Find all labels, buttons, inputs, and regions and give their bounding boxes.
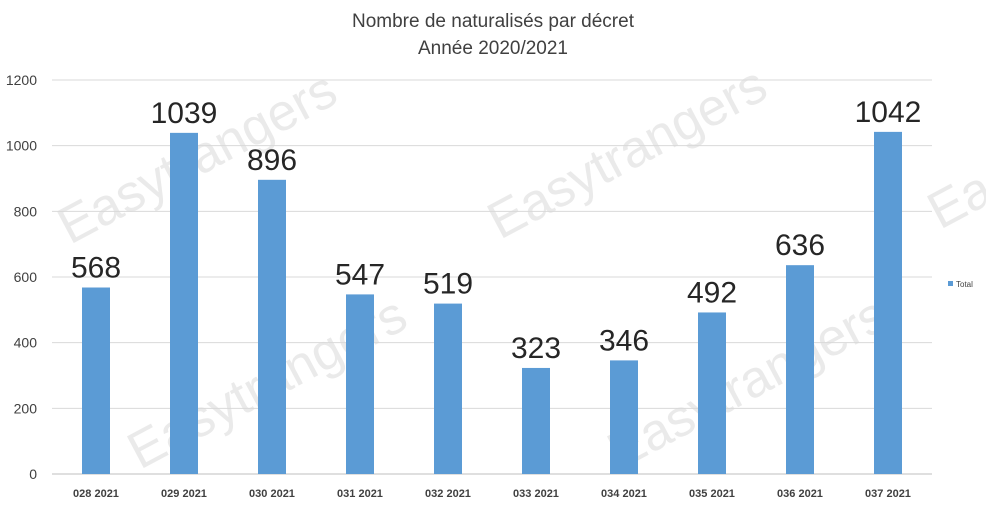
data-label: 568 (71, 252, 121, 285)
legend-swatch (948, 281, 953, 286)
data-label: 519 (423, 268, 473, 301)
watermark-text: Easytrangers (598, 286, 896, 481)
y-axis: 0 200 400 600 800 1000 1200 (6, 72, 37, 482)
bar (522, 367, 550, 474)
x-tick-label: 037 2021 (865, 488, 911, 500)
bar (82, 287, 110, 474)
y-tick-label: 200 (14, 400, 38, 416)
x-tick-label: 032 2021 (425, 488, 471, 500)
y-tick-label: 1000 (6, 138, 37, 154)
data-label: 492 (687, 276, 737, 309)
x-tick-label: 034 2021 (601, 488, 647, 500)
data-label: 1039 (151, 97, 218, 130)
x-tick-label: 033 2021 (513, 488, 559, 500)
y-tick-label: 600 (14, 269, 38, 285)
x-axis: 028 2021 029 2021 030 2021 031 2021 032 2021… (73, 488, 911, 500)
x-tick-label: 031 2021 (337, 488, 383, 500)
data-labels: 568 1039 896 547 519 323 346 492 636 1042 (71, 96, 921, 365)
bar (346, 294, 374, 474)
x-tick-label: 028 2021 (73, 488, 119, 500)
data-label: 636 (775, 229, 825, 262)
watermark-text: Easytrangers (478, 56, 776, 251)
bar (434, 303, 462, 474)
x-tick-label: 030 2021 (249, 488, 295, 500)
legend: Total (948, 280, 973, 289)
y-tick-label: 0 (29, 466, 37, 482)
y-tick-label: 800 (14, 203, 38, 219)
data-label: 896 (247, 144, 297, 177)
data-label: 323 (511, 332, 561, 365)
bar (258, 179, 286, 474)
legend-label: Total (956, 280, 973, 289)
gridlines (52, 79, 932, 475)
x-tick-label: 035 2021 (689, 488, 735, 500)
y-tick-label: 1200 (6, 72, 37, 88)
chart-title: Nombre de naturalisés par décret (352, 11, 635, 32)
x-tick-label: 029 2021 (161, 488, 207, 500)
bars (82, 131, 902, 475)
chart-subtitle: Année 2020/2021 (418, 38, 568, 59)
data-label: 547 (335, 258, 385, 291)
bar (698, 312, 726, 474)
y-tick-label: 400 (14, 335, 38, 351)
bar (786, 265, 814, 474)
bar (170, 132, 198, 474)
bar (610, 360, 638, 474)
data-label: 1042 (855, 96, 922, 129)
data-label: 346 (599, 324, 649, 357)
x-tick-label: 036 2021 (777, 488, 823, 500)
bar (874, 131, 902, 475)
